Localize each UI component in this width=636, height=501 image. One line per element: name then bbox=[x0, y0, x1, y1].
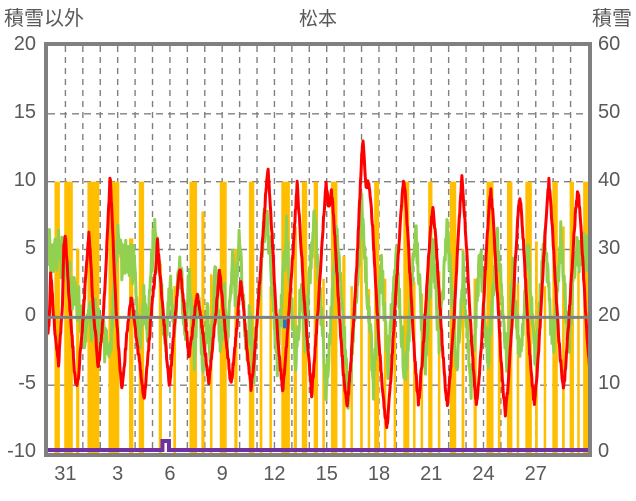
temperature-series-line bbox=[48, 139, 588, 430]
x-tick-label: 3 bbox=[112, 463, 124, 485]
plot-area bbox=[44, 42, 592, 457]
left-tick-label: -5 bbox=[18, 372, 36, 395]
x-tick-label: 12 bbox=[263, 463, 286, 485]
left-axis-title: 積雪以外 bbox=[4, 8, 84, 30]
x-tick-label: 24 bbox=[472, 463, 495, 485]
right-tick-label: 0 bbox=[598, 440, 610, 462]
right-tick-label: 40 bbox=[598, 168, 621, 191]
left-tick-label: -10 bbox=[7, 440, 36, 462]
chart-title: 松本 bbox=[298, 9, 337, 30]
right-tick-label: 60 bbox=[598, 33, 621, 55]
left-tick-label: 10 bbox=[13, 168, 36, 191]
right-tick-label: 20 bbox=[598, 304, 621, 327]
x-tick-label: 6 bbox=[164, 463, 176, 485]
x-tick-label: 27 bbox=[524, 463, 547, 485]
snow-depth-series-line bbox=[48, 439, 588, 452]
left-tick-label: 0 bbox=[24, 304, 36, 327]
left-tick-label: 5 bbox=[24, 236, 36, 259]
right-tick-label: 10 bbox=[598, 372, 621, 395]
x-tick-label: 9 bbox=[216, 463, 228, 485]
x-tick-label: 18 bbox=[367, 463, 391, 485]
right-tick-label: 30 bbox=[598, 236, 621, 259]
left-tick-label: 20 bbox=[13, 33, 36, 55]
plot-inner bbox=[48, 46, 588, 453]
blue-mark bbox=[282, 319, 287, 329]
x-tick-label: 31 bbox=[54, 463, 77, 485]
chart-svg bbox=[48, 46, 588, 453]
x-tick-label: 15 bbox=[315, 463, 338, 485]
right-tick-label: 50 bbox=[598, 100, 621, 123]
right-axis-title: 積雪 bbox=[592, 8, 632, 30]
x-tick-label: 21 bbox=[420, 463, 443, 485]
left-tick-label: 15 bbox=[13, 100, 36, 123]
